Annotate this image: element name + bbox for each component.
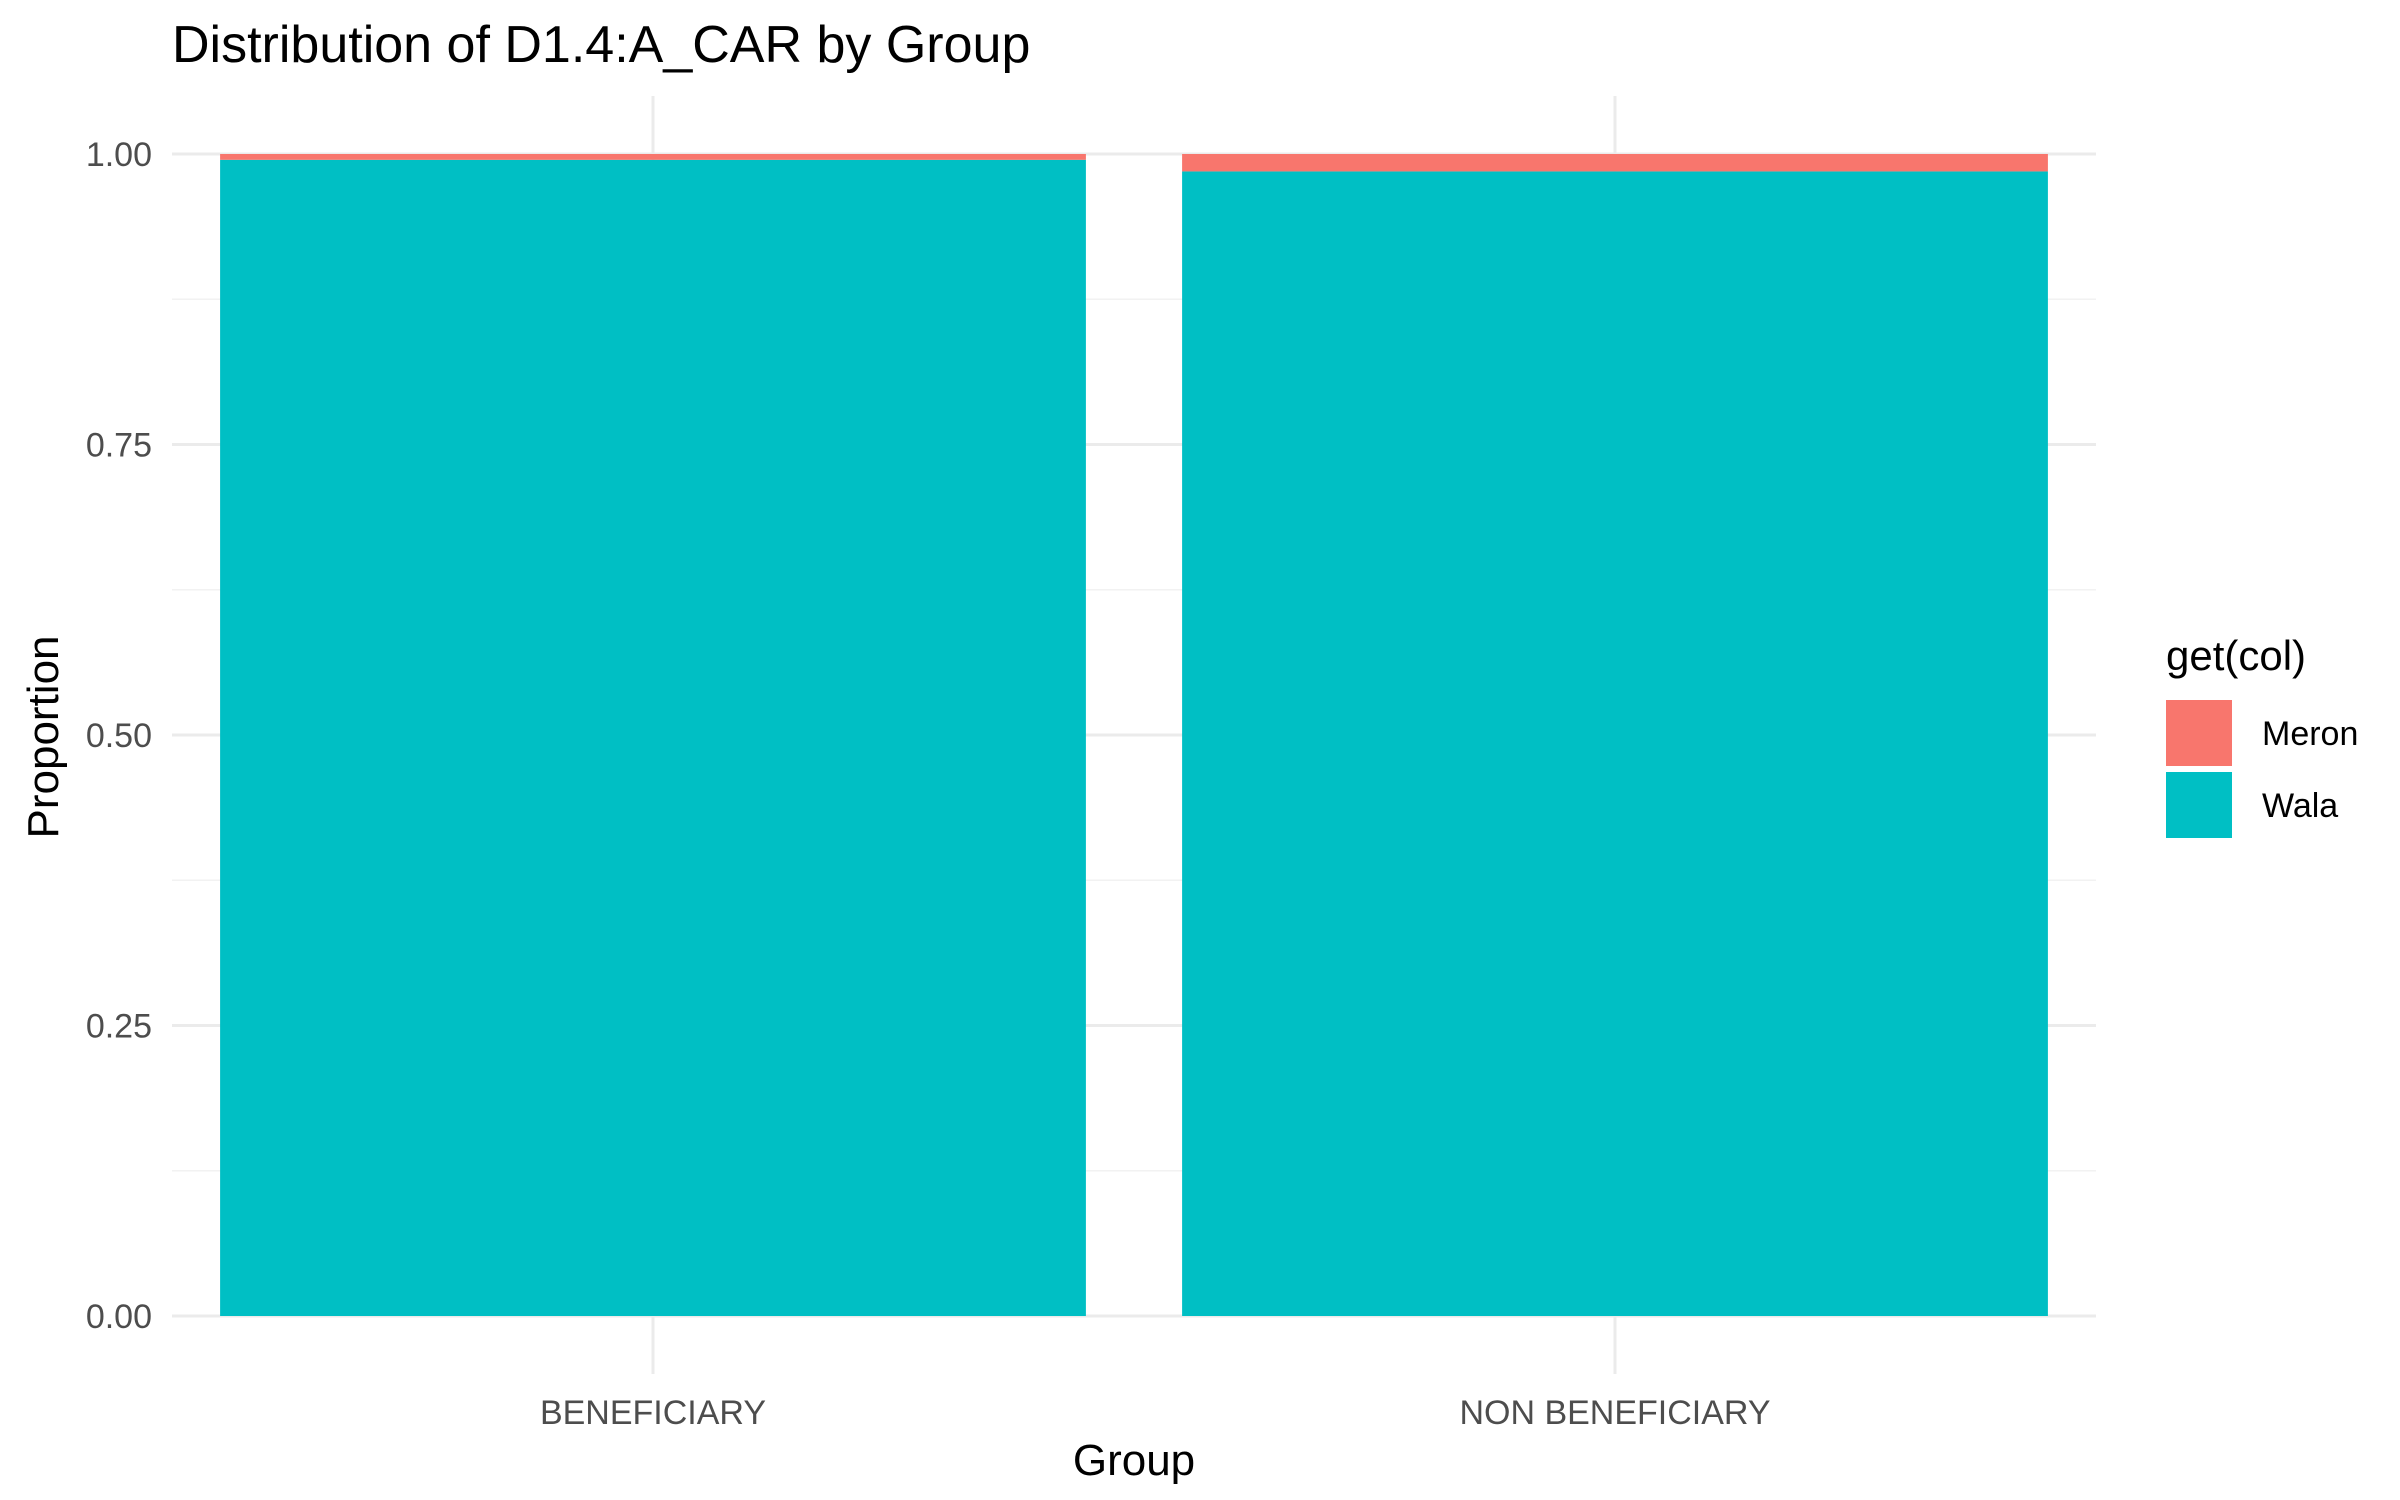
y-axis-ticks: 0.00 0.25 0.50 0.75 1.00 xyxy=(86,136,152,1336)
y-tick-label: 0.00 xyxy=(86,1298,152,1336)
y-tick-label: 1.00 xyxy=(86,136,152,174)
legend: get(col) Meron Wala xyxy=(2166,632,2358,838)
bar-meron-1 xyxy=(220,154,1086,160)
x-tick-label: BENEFICIARY xyxy=(540,1394,766,1432)
legend-label-meron: Meron xyxy=(2262,715,2358,753)
legend-swatch-wala xyxy=(2166,772,2232,838)
x-axis-ticks: BENEFICIARY NON BENEFICIARY xyxy=(540,1394,1771,1432)
y-tick-label: 0.75 xyxy=(86,427,152,465)
x-axis-title: Group xyxy=(1073,1436,1195,1485)
bar-wala-1 xyxy=(220,159,1086,1316)
legend-title: get(col) xyxy=(2166,632,2306,679)
x-tick-label: NON BENEFICIARY xyxy=(1459,1394,1770,1432)
y-tick-label: 0.50 xyxy=(86,717,152,755)
bar-wala-2 xyxy=(1182,171,2048,1317)
legend-label-wala: Wala xyxy=(2262,787,2338,825)
bar-meron-2 xyxy=(1182,154,2048,172)
chart-title: Distribution of D1.4:A_CAR by Group xyxy=(172,16,1030,74)
legend-swatch-meron xyxy=(2166,700,2232,766)
y-tick-label: 0.25 xyxy=(86,1008,152,1046)
bars xyxy=(220,154,2048,1317)
y-axis-title: Proportion xyxy=(19,635,68,838)
